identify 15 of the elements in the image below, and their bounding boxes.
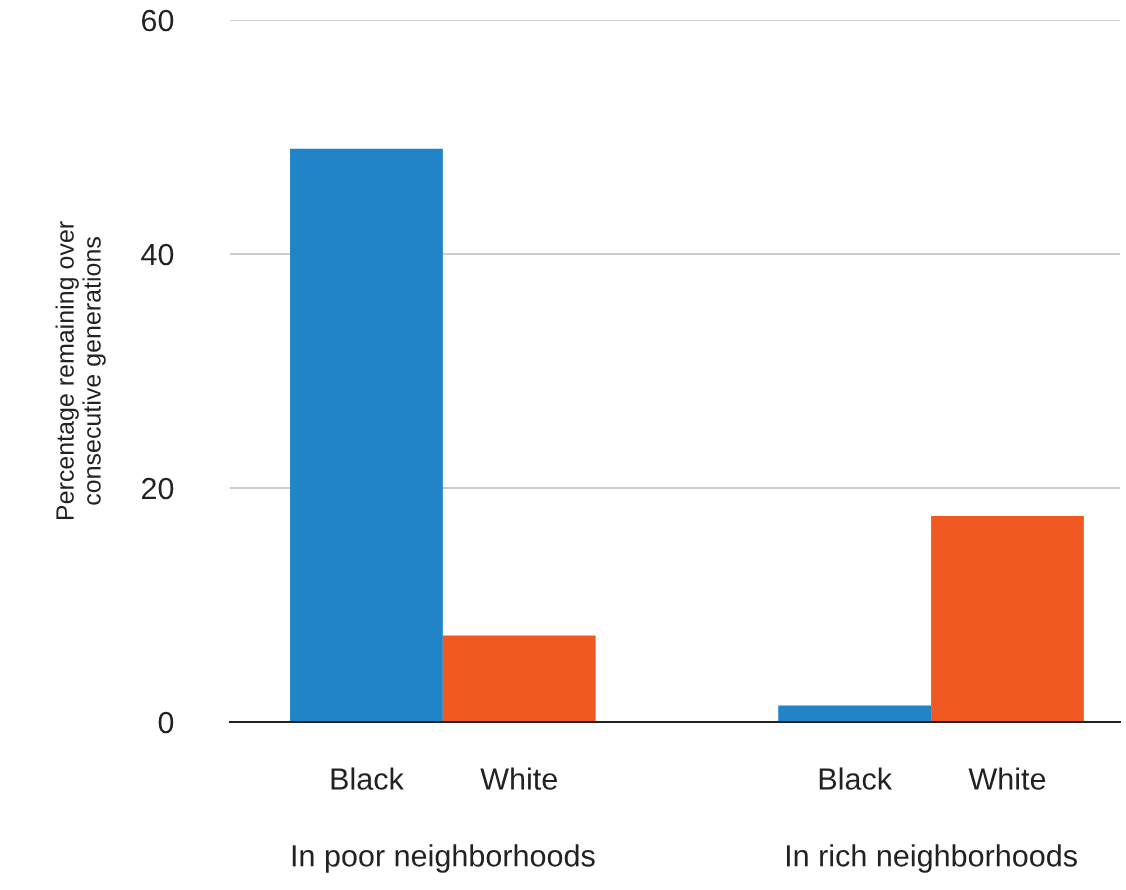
y-tick-label: 0	[158, 711, 174, 734]
series-label: White	[480, 767, 557, 790]
text: Black	[819, 767, 893, 790]
y-axis-title: Percentage remaining over consecutive generations	[55, 221, 106, 520]
text: White	[968, 767, 1046, 790]
y-tick-label: 60	[142, 9, 174, 32]
x-tick-label: In poor neighborhoods	[292, 844, 595, 873]
series-label: Black	[331, 767, 404, 790]
y-tick-label: 40	[141, 243, 174, 266]
bar	[290, 148, 443, 722]
bar	[778, 705, 932, 722]
x-tick-label: In rich neighborhoods	[786, 844, 1077, 873]
bar	[931, 516, 1084, 722]
bar	[442, 635, 596, 722]
y-tick-label: 20	[142, 477, 174, 500]
